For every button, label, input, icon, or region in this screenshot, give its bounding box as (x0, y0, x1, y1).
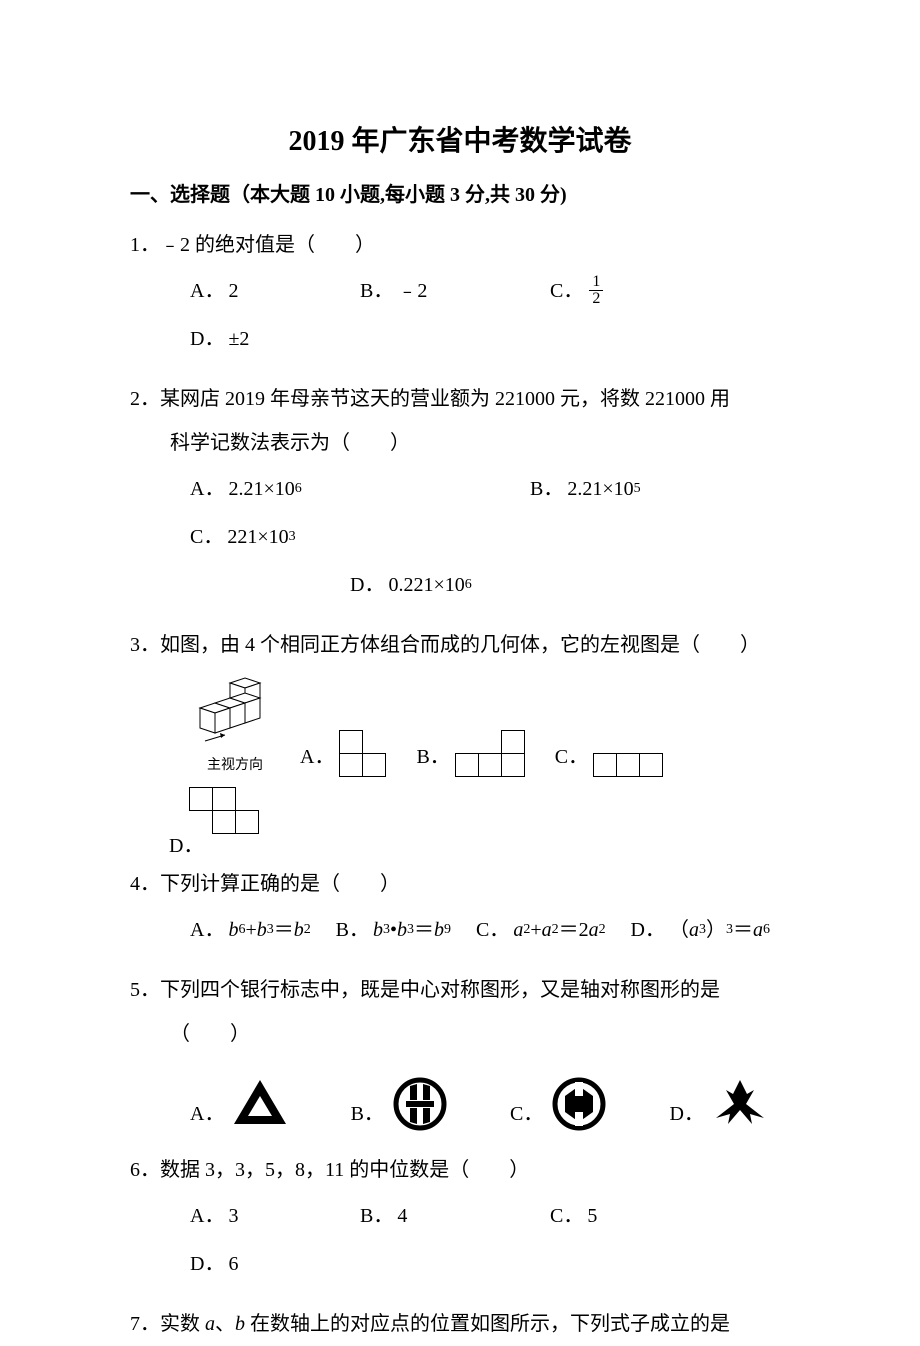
q5-choice-d: D． (670, 1074, 770, 1134)
q2-choice-d: D．0.221×106 (350, 561, 472, 609)
q1-choices: A．2 B．﹣2 C． 12 D．±2 (130, 267, 790, 363)
q7-text: 7．实数 a、b 在数轴上的对应点的位置如图所示，下列式子成立的是 (130, 1302, 790, 1346)
q2-choices-row1: A．2.21×106 B．2.21×105 C．221×103 (130, 465, 790, 561)
q4-choice-d: D．（a3）3＝a6 (631, 906, 770, 954)
q6-choice-c: C．5 (550, 1192, 690, 1240)
q3-shape-b (456, 730, 525, 777)
cubes-svg-icon (190, 673, 280, 743)
q1-choice-b: B．﹣2 (360, 267, 510, 315)
q5-choice-a: A． (190, 1074, 290, 1134)
q6-choice-d: D．6 (190, 1240, 238, 1288)
q3-shape-a (340, 730, 386, 777)
q6-choice-b: B．4 (360, 1192, 510, 1240)
q3-shape-c (594, 753, 663, 777)
fraction-icon: 12 (589, 274, 603, 307)
q4-choices: A．b6+b3＝b2 B．b3•b3＝b9 C．a2+a2＝2a2 D．（a3）… (130, 906, 790, 954)
q3-choice-c: C． (555, 741, 663, 777)
q6-choice-a: A．3 (190, 1192, 320, 1240)
q2-choices-row2: D．0.221×106 (130, 561, 790, 609)
q4-choice-c: C．a2+a2＝2a2 (476, 906, 606, 954)
q5-choice-c: C． (510, 1074, 609, 1134)
view-direction-label: 主视方向 (190, 755, 280, 777)
q3-text: 3．如图，由 4 个相同正方体组合而成的几何体，它的左视图是（ ） (130, 623, 790, 667)
q2-choice-a: A．2.21×106 (190, 465, 490, 513)
question-5: 5．下列四个银行标志中，既是中心对称图形，又是轴对称图形的是 （ ） A． B．… (130, 968, 790, 1134)
question-3: 3．如图，由 4 个相同正方体组合而成的几何体，它的左视图是（ ） (130, 623, 790, 834)
q1-choice-c: C． 12 (550, 267, 690, 315)
q3-choice-d: D． (190, 787, 790, 834)
q3-shape-d (190, 787, 259, 834)
q5-choices: A． B． C． D． (190, 1074, 770, 1134)
question-7: 7．实数 a、b 在数轴上的对应点的位置如图所示，下列式子成立的是 (130, 1302, 790, 1346)
q2-choice-b: B．2.21×105 (530, 465, 670, 513)
page-title: 2019 年广东省中考数学试卷 (130, 120, 790, 165)
question-4: 4．下列计算正确的是（ ） A．b6+b3＝b2 B．b3•b3＝b9 C．a2… (130, 862, 790, 954)
q3-choice-a: A． (300, 730, 386, 777)
q2-text-line1: 2．某网店 2019 年母亲节这天的营业额为 221000 元，将数 22100… (130, 377, 790, 421)
q5-text-line1: 5．下列四个银行标志中，既是中心对称图形，又是轴对称图形的是 (130, 968, 790, 1012)
section-header: 一、选择题（本大题 10 小题,每小题 3 分,共 30 分) (130, 179, 790, 211)
question-6: 6．数据 3，3，5，8，11 的中位数是（ ） A．3 B．4 C．5 D．6 (130, 1148, 790, 1288)
q5-text-line2: （ ） (130, 1012, 790, 1056)
q5-choice-b: B． (351, 1074, 450, 1134)
q3-choice-b: B． (416, 730, 524, 777)
q3-choices: A． B． C． (300, 730, 693, 777)
q1-choice-a: A．2 (190, 267, 320, 315)
q6-choices: A．3 B．4 C．5 D．6 (130, 1192, 790, 1288)
q1-choice-d: D．±2 (190, 315, 249, 363)
bank-logo-d-icon (710, 1074, 770, 1134)
bank-logo-a-icon (230, 1074, 290, 1134)
q6-text: 6．数据 3，3，5，8，11 的中位数是（ ） (130, 1148, 790, 1192)
bank-logo-c-icon (549, 1074, 609, 1134)
question-1: 1．﹣2 的绝对值是（ ） A．2 B．﹣2 C． 12 D．±2 (130, 223, 790, 363)
question-2: 2．某网店 2019 年母亲节这天的营业额为 221000 元，将数 22100… (130, 377, 790, 609)
q4-choice-a: A．b6+b3＝b2 (190, 906, 311, 954)
q2-choice-c: C．221×103 (190, 513, 296, 561)
bank-logo-b-icon (390, 1074, 450, 1134)
q4-text: 4．下列计算正确的是（ ） (130, 862, 790, 906)
cubes-figure: 主视方向 (190, 673, 280, 777)
q1-text: 1．﹣2 的绝对值是（ ） (130, 223, 790, 267)
q2-text-line2: 科学记数法表示为（ ） (130, 421, 790, 465)
q4-choice-b: B．b3•b3＝b9 (336, 906, 451, 954)
